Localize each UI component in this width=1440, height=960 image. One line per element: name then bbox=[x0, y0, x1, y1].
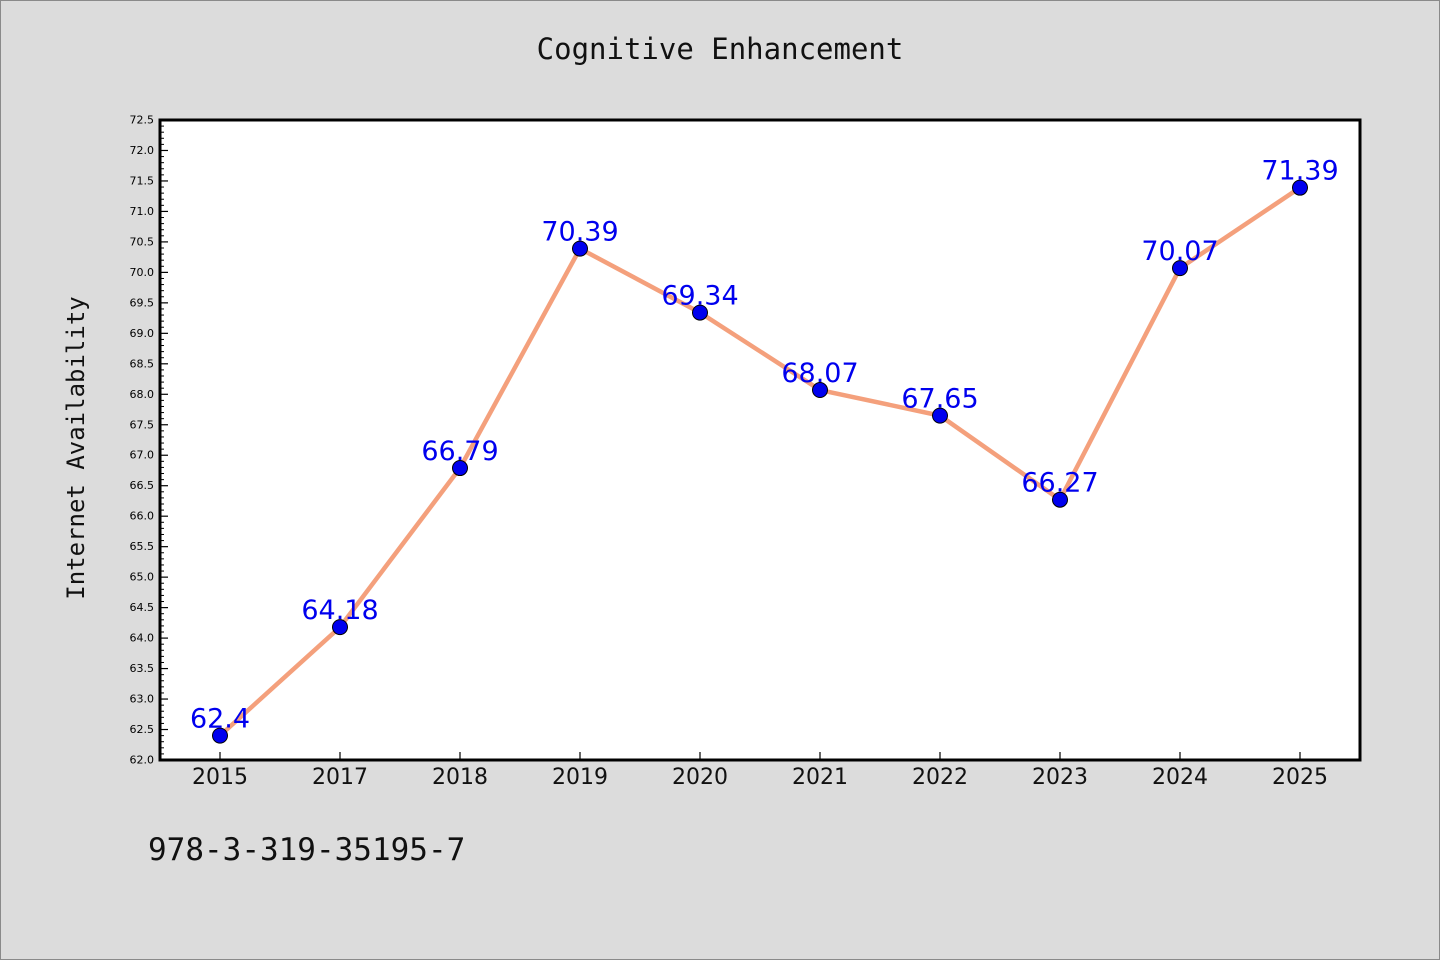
x-tick-label: 2024 bbox=[1152, 765, 1208, 790]
y-tick-label: 70.5 bbox=[130, 235, 155, 248]
y-tick-label: 72.5 bbox=[130, 114, 155, 127]
data-label: 70.39 bbox=[541, 217, 618, 248]
data-point bbox=[932, 407, 948, 424]
y-tick-label: 63.0 bbox=[130, 693, 155, 706]
y-tick-label: 67.0 bbox=[130, 449, 155, 462]
data-point bbox=[212, 727, 228, 744]
data-point bbox=[572, 240, 588, 257]
y-axis: 62.0 62.5 63.0 63.5 64.0 64.5 65.0 65.5 66.0 66.5… bbox=[130, 114, 168, 767]
x-tick-label: 2018 bbox=[432, 765, 488, 790]
y-tick-label: 70.0 bbox=[130, 266, 155, 279]
data-label: 69.34 bbox=[661, 281, 738, 312]
data-label: 71.39 bbox=[1261, 156, 1338, 187]
x-tick-label: 2015 bbox=[192, 765, 248, 790]
x-tick-label: 2020 bbox=[672, 765, 728, 790]
x-tick-label: 2025 bbox=[1272, 765, 1328, 790]
data-point bbox=[452, 460, 468, 477]
data-point bbox=[332, 619, 348, 636]
y-tick-label: 69.5 bbox=[130, 296, 155, 309]
y-tick-label: 64.5 bbox=[130, 601, 155, 614]
data-label: 64.18 bbox=[301, 595, 378, 626]
y-tick-label: 62.0 bbox=[130, 754, 155, 767]
y-tick-label: 67.5 bbox=[130, 418, 155, 431]
data-label: 62.4 bbox=[190, 704, 250, 735]
y-tick-label: 66.0 bbox=[130, 510, 155, 523]
y-tick-label: 72.0 bbox=[130, 144, 155, 157]
series-line bbox=[217, 185, 1303, 738]
data-label: 67.65 bbox=[901, 384, 978, 415]
y-tick-label: 71.0 bbox=[130, 205, 155, 218]
x-tick-label: 2023 bbox=[1032, 765, 1088, 790]
data-point bbox=[692, 304, 708, 321]
chart-title: Cognitive Enhancement bbox=[536, 32, 904, 66]
y-tick-label: 66.5 bbox=[130, 479, 155, 492]
series-points-group bbox=[212, 179, 1308, 744]
data-label: 66.27 bbox=[1021, 468, 1098, 499]
plot-area bbox=[158, 118, 1362, 762]
x-tick-label: 2017 bbox=[312, 765, 368, 790]
y-tick-label: 64.0 bbox=[130, 632, 155, 645]
data-label: 68.07 bbox=[781, 358, 858, 389]
x-tick-label: 2021 bbox=[792, 765, 848, 790]
y-tick-label: 68.5 bbox=[130, 357, 155, 370]
y-tick-label: 65.0 bbox=[130, 571, 155, 584]
data-point bbox=[1172, 260, 1188, 277]
data-label: 70.07 bbox=[1141, 236, 1218, 267]
series-line-group bbox=[217, 185, 1303, 738]
data-point bbox=[812, 382, 828, 399]
y-tick-label: 63.5 bbox=[130, 662, 155, 675]
x-axis: 2015 2017 2018 2019 2020 2021 2022 2023 2024 2025 bbox=[192, 752, 1328, 790]
data-labels-group: 62.4 64.18 66.79 70.39 69.34 68.07 67.65 66.27 7… bbox=[190, 156, 1339, 735]
x-tick-label: 2019 bbox=[552, 765, 608, 790]
y-tick-label: 68.0 bbox=[130, 388, 155, 401]
data-point bbox=[1292, 179, 1308, 196]
y-tick-label: 65.5 bbox=[130, 540, 155, 553]
x-tick-label: 2022 bbox=[912, 765, 968, 790]
data-point bbox=[1052, 491, 1068, 508]
data-label: 66.79 bbox=[421, 436, 498, 467]
y-tick-label: 69.0 bbox=[130, 327, 155, 340]
y-tick-label: 62.5 bbox=[130, 723, 155, 736]
isbn-code: 978-3-319-35195-7 bbox=[148, 832, 466, 868]
y-tick-label: 71.5 bbox=[130, 174, 155, 187]
